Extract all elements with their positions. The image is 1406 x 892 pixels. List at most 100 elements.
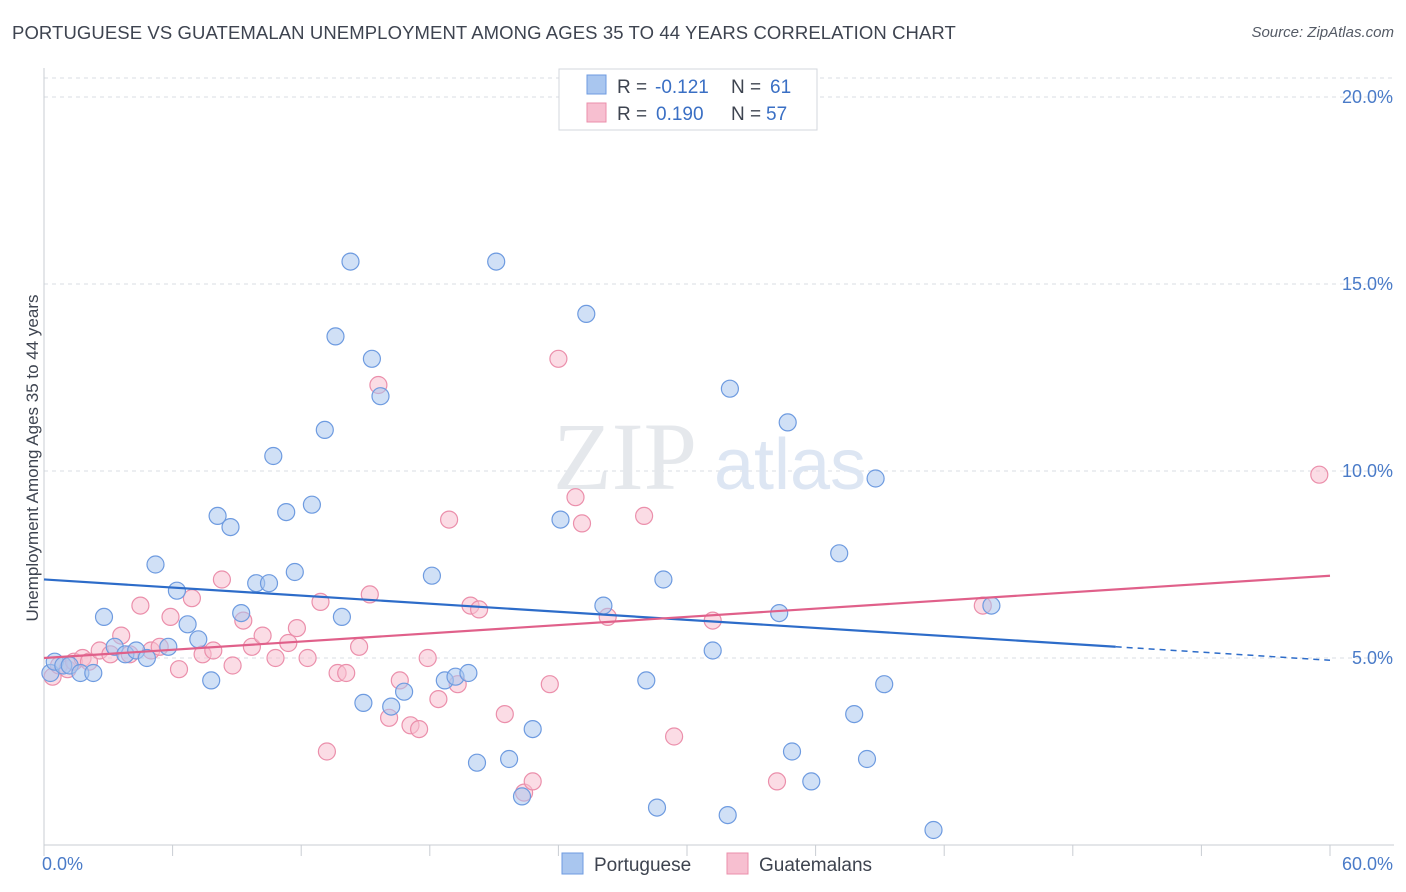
guatemalans-point-17 xyxy=(204,641,223,660)
y-tick-label-2: 15.0% xyxy=(1342,274,1393,294)
legend-n-label-guatemalans: N = xyxy=(731,104,761,125)
guatemalans-point-57 xyxy=(1310,465,1329,484)
guatemalans-point-13 xyxy=(161,607,180,627)
portuguese-points xyxy=(41,252,1001,840)
guatemalans-point-55 xyxy=(767,772,787,791)
portuguese-point-29 xyxy=(341,252,360,271)
portuguese-point-26 xyxy=(315,420,334,439)
portuguese-point-21 xyxy=(259,574,279,593)
portuguese-point-57 xyxy=(830,544,849,563)
portuguese-point-33 xyxy=(382,697,401,716)
guatemalans-point-10 xyxy=(131,596,150,615)
guatemalans-point-25 xyxy=(287,618,306,638)
portuguese-trend-extension xyxy=(1115,646,1331,661)
guatemalans-point-39 xyxy=(429,689,448,709)
trend-lines xyxy=(43,574,1331,661)
chart-title: PORTUGUESE VS GUATEMALAN UNEMPLOYMENT AM… xyxy=(12,22,956,43)
portuguese-point-38 xyxy=(459,663,478,683)
portuguese-point-48 xyxy=(647,798,667,817)
legend-swatch-portuguese xyxy=(586,74,607,95)
guatemalans-point-22 xyxy=(253,626,272,645)
guatemalans-point-28 xyxy=(317,742,336,761)
portuguese-point-54 xyxy=(782,742,802,761)
portuguese-point-31 xyxy=(362,349,381,368)
guatemalans-point-50 xyxy=(572,514,592,533)
portuguese-point-14 xyxy=(178,615,197,634)
x-tick-label-1: 60.0% xyxy=(1342,854,1393,874)
legend-n-value-portuguese: 61 xyxy=(770,77,791,98)
guatemalans-point-49 xyxy=(566,488,585,507)
legend-swatch-guatemalans xyxy=(586,102,607,123)
bottom-legend-portuguese: Portuguese xyxy=(594,855,691,876)
guatemalans-point-38 xyxy=(418,648,437,668)
portuguese-point-18 xyxy=(221,517,240,537)
portuguese-point-30 xyxy=(354,693,373,713)
portuguese-point-45 xyxy=(577,304,596,323)
watermark: ZIP atlas xyxy=(553,403,866,510)
portuguese-point-42 xyxy=(512,787,532,806)
bottom-legend-swatch-guatemalans xyxy=(726,852,749,875)
guatemalans-point-26 xyxy=(298,648,317,668)
portuguese-point-5 xyxy=(84,663,103,683)
y-tick-labels: 5.0% 10.0% 15.0% 20.0% xyxy=(1342,87,1393,668)
guatemalans-trend-line xyxy=(43,574,1331,660)
guatemalans-point-30 xyxy=(337,663,356,683)
legend-r-label-portuguese: R = xyxy=(617,77,647,98)
legend-n-label-portuguese: N = xyxy=(731,77,761,98)
axes xyxy=(43,68,1394,856)
portuguese-point-43 xyxy=(523,719,542,739)
portuguese-point-55 xyxy=(778,413,797,432)
guatemalans-point-52 xyxy=(634,506,654,526)
guatemalans-point-48 xyxy=(549,349,568,368)
y-axis-label: Unemployment Among Ages 35 to 44 years xyxy=(23,295,42,622)
portuguese-point-44 xyxy=(551,510,570,529)
portuguese-point-16 xyxy=(202,671,221,690)
portuguese-point-56 xyxy=(802,772,821,791)
bottom-legend-swatch-portuguese xyxy=(561,852,584,875)
portuguese-point-23 xyxy=(277,502,296,522)
guatemalans-point-37 xyxy=(410,719,429,739)
portuguese-point-58 xyxy=(845,704,864,724)
portuguese-point-10 xyxy=(137,648,156,668)
portuguese-point-50 xyxy=(703,641,722,660)
guatemalans-point-44 xyxy=(495,704,514,724)
y-tick-label-3: 20.0% xyxy=(1342,87,1393,107)
portuguese-point-41 xyxy=(500,749,519,769)
portuguese-point-61 xyxy=(875,675,894,694)
portuguese-point-32 xyxy=(371,387,390,406)
top-legend: R = -0.121 N = 61 R = 0.190 N = 57 xyxy=(558,68,818,131)
guatemalans-point-43 xyxy=(470,600,489,619)
portuguese-point-25 xyxy=(302,495,321,514)
portuguese-point-34 xyxy=(395,682,414,701)
source-label: Source: ZipAtlas.com xyxy=(1251,24,1394,41)
legend-r-label-guatemalans: R = xyxy=(617,104,647,125)
y-tick-label-0: 5.0% xyxy=(1352,648,1393,668)
portuguese-point-17 xyxy=(208,506,227,526)
portuguese-point-11 xyxy=(146,555,165,574)
guatemalans-point-40 xyxy=(440,510,459,529)
legend-r-value-portuguese: -0.121 xyxy=(655,77,709,98)
guatemalans-point-46 xyxy=(523,772,542,791)
guatemalans-point-14 xyxy=(169,660,189,679)
portuguese-point-19 xyxy=(232,603,251,623)
x-tick-labels: 0.0% 60.0% xyxy=(42,854,1393,874)
guatemalans-point-18 xyxy=(212,570,231,589)
portuguese-point-15 xyxy=(189,630,208,649)
guatemalans-point-21 xyxy=(242,637,261,656)
x-tick-label-0: 0.0% xyxy=(42,854,83,874)
portuguese-point-63 xyxy=(982,596,1001,615)
watermark-atlas: atlas xyxy=(714,425,866,505)
portuguese-point-27 xyxy=(326,327,345,346)
portuguese-point-51 xyxy=(718,805,737,825)
portuguese-point-40 xyxy=(487,252,506,271)
guatemalans-point-15 xyxy=(182,589,201,608)
portuguese-point-59 xyxy=(857,749,877,769)
bottom-legend: Portuguese Guatemalans xyxy=(561,852,872,876)
portuguese-point-49 xyxy=(654,570,673,589)
portuguese-point-52 xyxy=(720,379,740,398)
portuguese-point-47 xyxy=(637,671,656,690)
guatemalans-point-47 xyxy=(540,675,559,694)
portuguese-point-46 xyxy=(594,596,613,615)
portuguese-point-28 xyxy=(332,607,351,627)
